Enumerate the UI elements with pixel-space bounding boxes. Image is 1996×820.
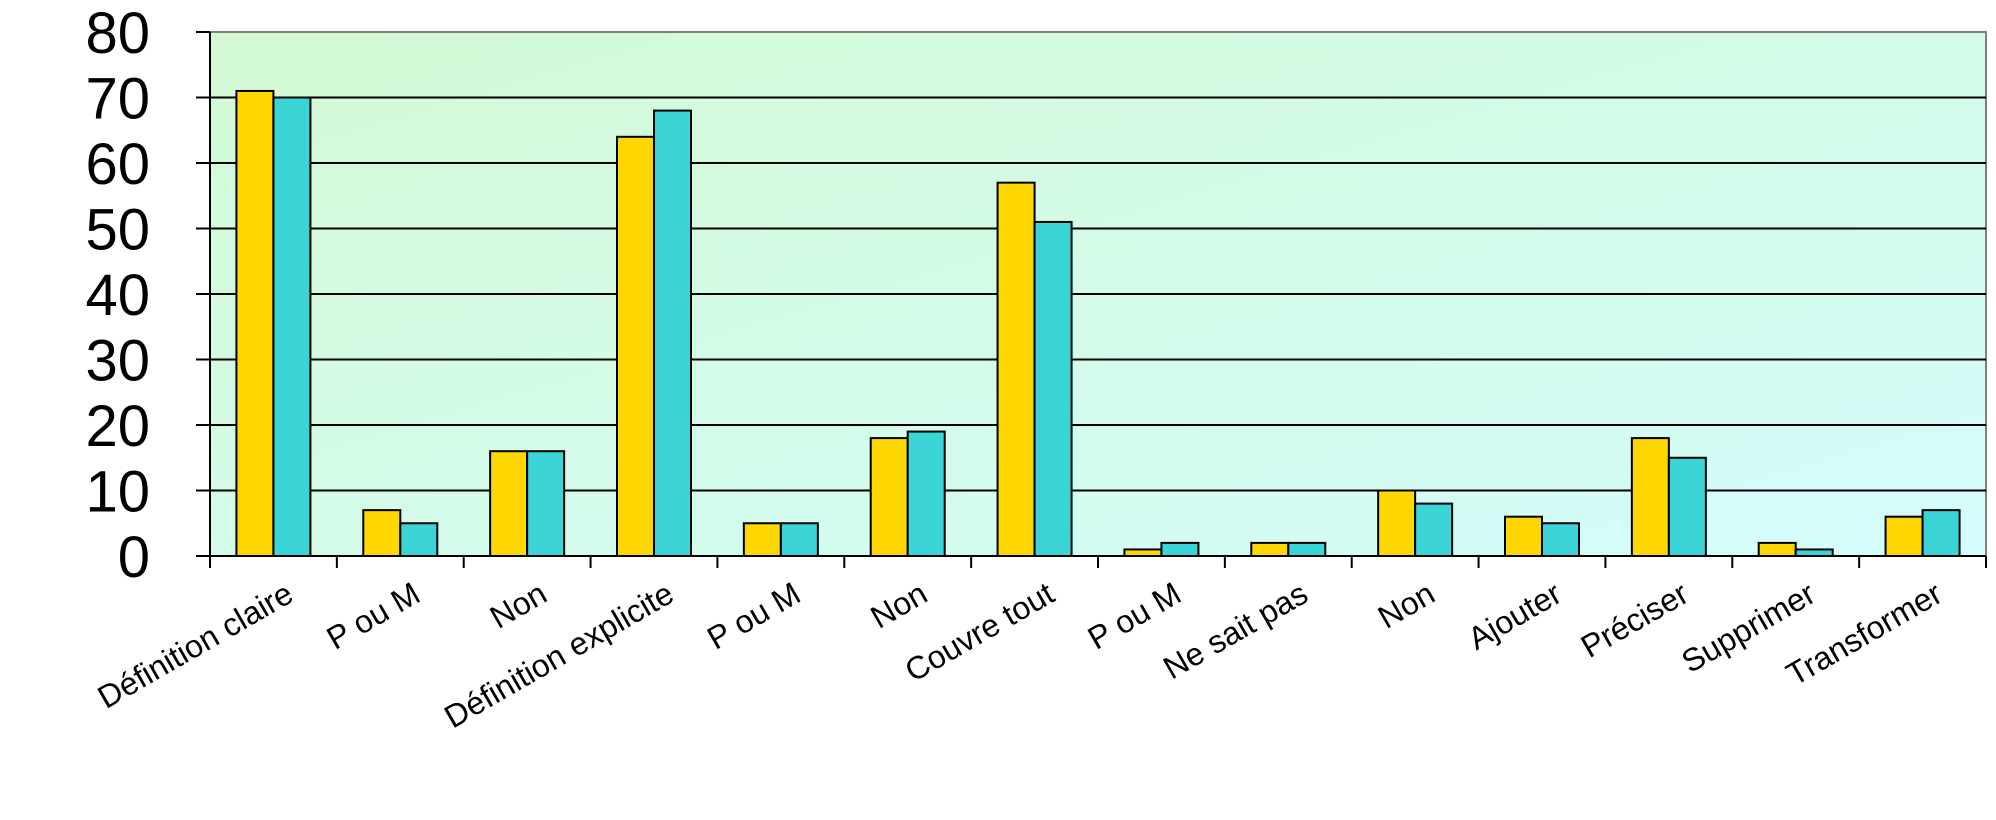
y-tick-label: 0 <box>118 525 150 590</box>
x-tick-label: P ou M <box>320 575 425 657</box>
bar-series-2-item-9 <box>1287 541 1327 558</box>
bar-series-1-item-7 <box>996 181 1036 557</box>
bar-series-1-item-10 <box>1377 489 1417 557</box>
bars <box>235 89 1961 558</box>
bar-series-1-item-5 <box>742 522 782 557</box>
x-tick-label: P ou M <box>1082 575 1187 657</box>
bar-series-2-item-6 <box>906 430 946 557</box>
y-tick-label: 50 <box>85 198 150 263</box>
bar-series-1-item-6 <box>869 437 909 558</box>
bar-series-2-item-8 <box>1160 541 1200 558</box>
bar-series-1-item-14 <box>1884 515 1924 558</box>
bar-series-2-item-7 <box>1033 220 1073 557</box>
x-tick-label: Définition claire <box>91 575 298 716</box>
bar-series-1-item-11 <box>1504 515 1543 558</box>
bar-series-2-item-4 <box>653 109 692 557</box>
bar-series-2-item-12 <box>1667 456 1707 557</box>
bar-series-2-item-10 <box>1414 502 1454 558</box>
bar-series-1-item-13 <box>1757 541 1797 558</box>
x-tick-label: Non <box>484 575 553 636</box>
bar-series-1-item-12 <box>1630 437 1670 558</box>
bar-series-2-item-11 <box>1541 522 1580 557</box>
x-tick-label: Non <box>1372 575 1441 636</box>
y-tick-label: 60 <box>85 132 150 197</box>
x-tick-label: Ne sait pas <box>1157 575 1314 686</box>
bar-series-1-item-1 <box>235 89 275 557</box>
bar-series-2-item-5 <box>779 522 819 557</box>
y-tick-label: 70 <box>85 67 150 132</box>
bar-series-2-item-2 <box>399 522 439 557</box>
y-tick-label: 80 <box>85 1 150 66</box>
y-tick-label: 40 <box>85 263 150 328</box>
x-tick-label: P ou M <box>701 575 806 657</box>
axes <box>196 31 1987 568</box>
x-tick-label: Ajouter <box>1462 575 1568 657</box>
x-tick-label: Définition explicite <box>438 575 679 735</box>
x-tick-label: Non <box>864 575 933 636</box>
bar-series-1-item-9 <box>1250 541 1290 558</box>
y-tick-label: 20 <box>85 394 150 459</box>
bar-series-1-item-2 <box>362 509 402 557</box>
bar-series-1-item-4 <box>616 135 655 558</box>
y-tick-label: 30 <box>85 329 150 394</box>
bar-series-2-item-14 <box>1921 509 1961 557</box>
bar-series-2-item-1 <box>272 96 312 557</box>
bar-series-2-item-3 <box>526 450 566 558</box>
bar-series-1-item-3 <box>489 450 529 558</box>
y-tick-label: 10 <box>85 460 150 525</box>
